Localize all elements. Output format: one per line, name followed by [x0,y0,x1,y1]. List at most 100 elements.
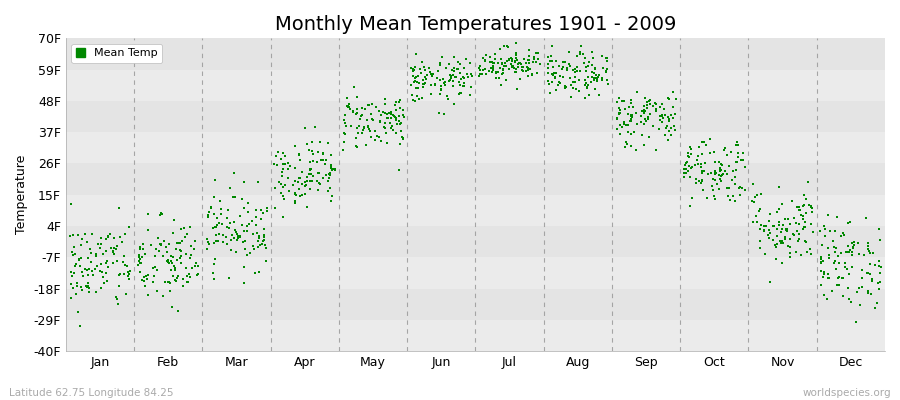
Point [752,245,767,251]
Point [576,51,590,57]
Point [233,213,248,219]
Point [649,108,663,114]
Point [873,270,887,276]
Point [382,120,397,127]
Point [301,178,315,184]
Point [491,60,505,66]
Point [796,216,810,222]
Point [181,278,195,285]
Point [543,58,557,65]
Point [99,270,113,276]
Point [242,221,256,227]
Point [720,185,734,192]
Point [222,274,237,281]
Point [533,60,547,67]
Point [541,61,555,68]
Point [814,268,828,274]
Point [180,279,194,285]
Point [148,252,162,259]
Point [585,69,599,75]
Point [720,170,734,177]
Point [527,56,542,63]
Point [320,188,335,194]
Point [223,236,238,243]
Point [346,108,361,114]
Point [865,275,879,282]
Point [761,218,776,224]
Bar [66,288,885,320]
Point [111,301,125,307]
Point [380,111,394,117]
Point [698,160,712,166]
Point [168,266,183,273]
Point [431,110,446,116]
Point [504,55,518,61]
Point [472,71,487,78]
Point [357,106,372,113]
Point [292,175,306,182]
Point [446,68,461,74]
Point [82,288,96,295]
Point [796,202,811,208]
Point [779,226,794,232]
Point [496,70,510,76]
Point [323,184,338,191]
Point [562,49,576,55]
Point [392,167,406,174]
Point [413,66,428,72]
Point [590,72,604,78]
Point [393,105,408,112]
Point [780,226,795,232]
Point [271,149,285,156]
Point [592,92,607,98]
Point [578,82,592,88]
Point [302,170,316,177]
Point [182,270,196,277]
Point [842,249,856,256]
Point [846,244,860,250]
Point [274,173,289,179]
Point [556,59,571,65]
Point [113,271,128,277]
Point [472,65,486,72]
Point [315,175,329,182]
Point [618,122,633,128]
Point [565,66,580,73]
Point [774,240,788,246]
Bar [66,38,885,70]
Point [229,248,243,255]
Point [276,184,291,190]
Point [792,207,806,213]
Point [726,193,741,199]
Point [708,170,723,177]
Point [660,123,674,129]
Point [514,60,528,67]
Point [346,108,360,115]
Point [548,87,562,93]
Point [770,240,784,247]
Point [683,164,698,171]
Point [348,135,363,142]
Point [697,138,711,145]
Point [316,151,330,158]
Point [872,258,886,264]
Point [760,232,775,238]
Point [573,42,588,49]
Point [446,67,460,73]
Point [324,198,338,204]
Point [753,225,768,232]
Point [159,248,174,255]
Point [287,198,302,204]
Point [411,80,426,86]
Point [822,252,836,258]
Point [624,116,638,122]
Point [165,304,179,310]
Point [107,251,122,258]
Point [714,177,728,184]
Point [473,67,488,73]
Point [299,182,313,188]
Point [563,93,578,100]
Point [549,70,563,76]
Point [769,256,783,262]
Point [436,111,451,117]
